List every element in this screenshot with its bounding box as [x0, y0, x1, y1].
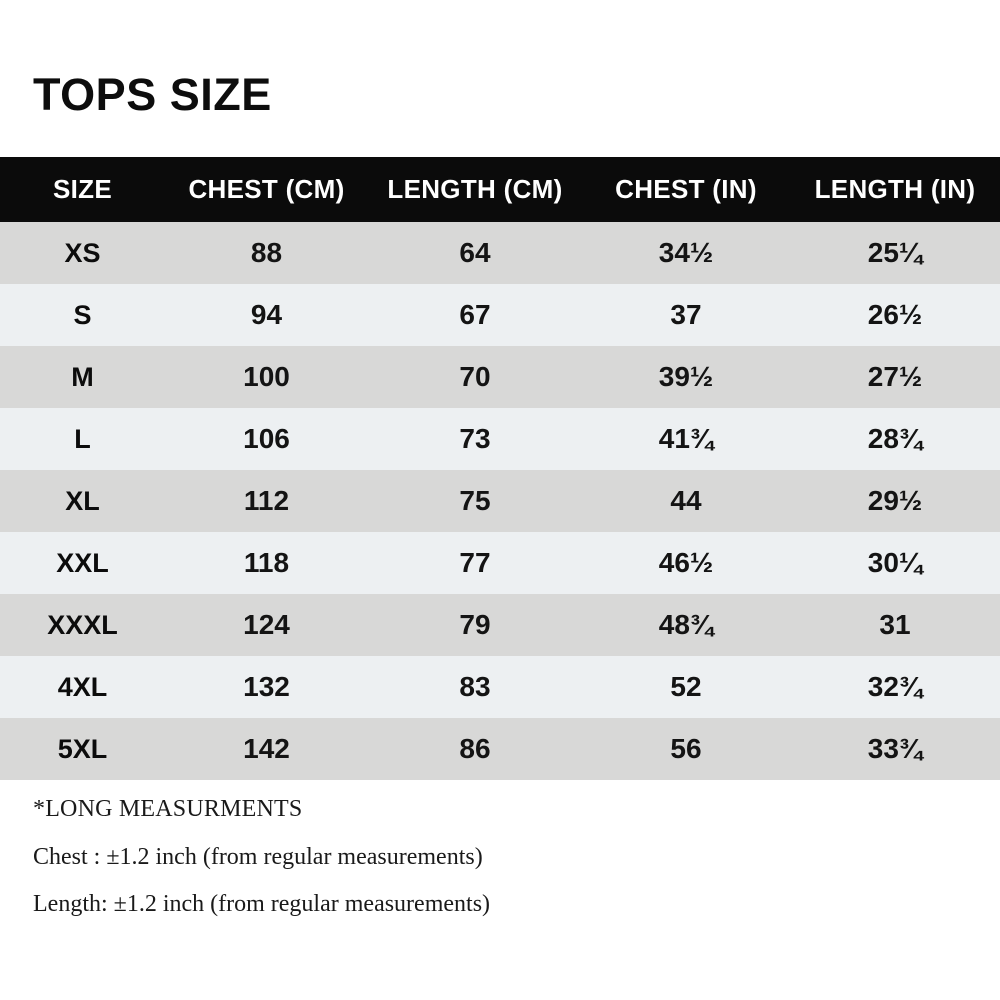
- column-header-length-in: LENGTH (IN): [790, 157, 1000, 222]
- length-cm-value: 70: [368, 346, 582, 408]
- chest-cm-value: 100: [165, 346, 368, 408]
- table-row-xxxl: XXXL 124 79 48¾ 31: [0, 594, 1000, 656]
- table-row-4xl: 4XL 132 83 52 32¾: [0, 656, 1000, 718]
- size-table: SIZE CHEST (CM) LENGTH (CM) CHEST (IN) L…: [0, 157, 1000, 780]
- page-title: TOPS SIZE: [33, 69, 272, 120]
- footnote-chest-note: Chest : ±1.2 inch (from regular measurem…: [33, 844, 483, 870]
- chest-cm-value: 132: [165, 656, 368, 718]
- column-header-length-cm: LENGTH (CM): [368, 157, 582, 222]
- chest-in-value: 44: [582, 470, 790, 532]
- length-in-value: 26½: [790, 284, 1000, 346]
- size-label: XXL: [0, 532, 165, 594]
- length-cm-value: 86: [368, 718, 582, 780]
- chest-in-value: 34½: [582, 222, 790, 284]
- length-in-value: 28¾: [790, 408, 1000, 470]
- size-table-header: SIZE CHEST (CM) LENGTH (CM) CHEST (IN) L…: [0, 157, 1000, 222]
- length-in-value: 29½: [790, 470, 1000, 532]
- length-cm-value: 64: [368, 222, 582, 284]
- chest-in-value: 46½: [582, 532, 790, 594]
- size-label: 5XL: [0, 718, 165, 780]
- table-row-l: L 106 73 41¾ 28¾: [0, 408, 1000, 470]
- length-in-value: 27½: [790, 346, 1000, 408]
- length-cm-value: 75: [368, 470, 582, 532]
- length-in-value: 30¼: [790, 532, 1000, 594]
- chest-in-value: 48¾: [582, 594, 790, 656]
- size-label: M: [0, 346, 165, 408]
- table-row-xl: XL 112 75 44 29½: [0, 470, 1000, 532]
- chest-in-value: 56: [582, 718, 790, 780]
- length-cm-value: 73: [368, 408, 582, 470]
- table-row-xxl: XXL 118 77 46½ 30¼: [0, 532, 1000, 594]
- chest-in-value: 39½: [582, 346, 790, 408]
- chest-in-value: 52: [582, 656, 790, 718]
- size-table-body: XS 88 64 34½ 25¼ S 94 67 37 26½ M 100 70…: [0, 222, 1000, 780]
- chest-in-value: 41¾: [582, 408, 790, 470]
- footnote-heading: *LONG MEASURMENTS: [33, 796, 303, 822]
- length-in-value: 25¼: [790, 222, 1000, 284]
- chest-in-value: 37: [582, 284, 790, 346]
- length-in-value: 32¾: [790, 656, 1000, 718]
- size-label: S: [0, 284, 165, 346]
- chest-cm-value: 118: [165, 532, 368, 594]
- chest-cm-value: 112: [165, 470, 368, 532]
- chest-cm-value: 106: [165, 408, 368, 470]
- length-in-value: 31: [790, 594, 1000, 656]
- table-row-m: M 100 70 39½ 27½: [0, 346, 1000, 408]
- size-label: XXXL: [0, 594, 165, 656]
- size-label: L: [0, 408, 165, 470]
- chest-cm-value: 94: [165, 284, 368, 346]
- length-cm-value: 83: [368, 656, 582, 718]
- length-in-value: 33¾: [790, 718, 1000, 780]
- column-header-chest-cm: CHEST (CM): [165, 157, 368, 222]
- length-cm-value: 79: [368, 594, 582, 656]
- table-row-s: S 94 67 37 26½: [0, 284, 1000, 346]
- column-header-size: SIZE: [0, 157, 165, 222]
- column-header-chest-in: CHEST (IN): [582, 157, 790, 222]
- chest-cm-value: 88: [165, 222, 368, 284]
- table-row-5xl: 5XL 142 86 56 33¾: [0, 718, 1000, 780]
- length-cm-value: 77: [368, 532, 582, 594]
- length-cm-value: 67: [368, 284, 582, 346]
- footnote-length-note: Length: ±1.2 inch (from regular measurem…: [33, 891, 491, 917]
- chest-cm-value: 142: [165, 718, 368, 780]
- header-row: SIZE CHEST (CM) LENGTH (CM) CHEST (IN) L…: [0, 157, 1000, 222]
- table-row-xs: XS 88 64 34½ 25¼: [0, 222, 1000, 284]
- chest-cm-value: 124: [165, 594, 368, 656]
- size-label: XL: [0, 470, 165, 532]
- size-label: XS: [0, 222, 165, 284]
- size-label: 4XL: [0, 656, 165, 718]
- footnotes: *LONG MEASURMENTS Chest : ±1.2 inch (fro…: [33, 796, 490, 938]
